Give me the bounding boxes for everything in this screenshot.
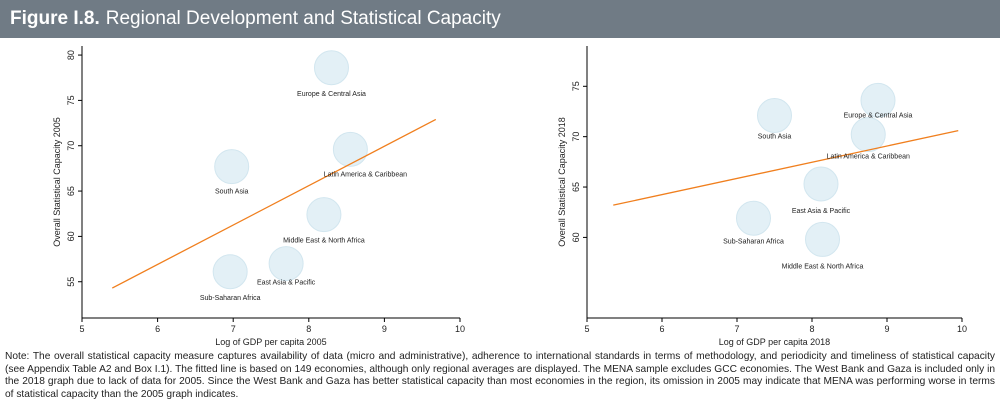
x-tick-label: 10 <box>455 324 465 334</box>
x-tick-label: 10 <box>957 324 967 334</box>
y-tick-label: 70 <box>66 141 76 151</box>
data-point <box>332 131 368 167</box>
figure-note: Note: The overall statistical capacity m… <box>5 351 995 400</box>
x-tick-label: 8 <box>306 324 311 334</box>
fitted-line <box>111 118 437 289</box>
x-tick-label: 9 <box>382 324 387 334</box>
point-label: South Asia <box>215 189 249 196</box>
data-point <box>757 98 792 134</box>
point-label: Latin America & Caribbean <box>324 171 407 178</box>
data-point <box>212 254 248 290</box>
point-label: Latin America & Caribbean <box>827 154 910 161</box>
point-label: South Asia <box>758 134 792 141</box>
point-label: Europe & Central Asia <box>844 112 913 119</box>
point-label: Europe & Central Asia <box>297 91 366 98</box>
y-tick-label: 55 <box>66 277 76 287</box>
data-point <box>306 197 342 233</box>
y-axis-title: Overall Statistical Capacity 2005 <box>52 117 62 247</box>
x-tick-label: 7 <box>734 324 739 334</box>
y-tick-label: 70 <box>571 132 581 142</box>
chart-2018: 5 6 7 8 9 10 60 65 70 75 Log of GDP per capita 201… <box>557 46 967 347</box>
x-axis-title: Log of GDP per capita 2005 <box>215 337 326 347</box>
data-point <box>850 117 886 153</box>
y-tick-label: 60 <box>66 231 76 241</box>
x-tick-label: 6 <box>155 324 160 334</box>
y-tick-label: 75 <box>66 95 76 105</box>
point-label: Middle East & North Africa <box>283 238 365 245</box>
point-label: Sub-Saharan Africa <box>723 238 784 245</box>
x-tick-label: 5 <box>79 324 84 334</box>
y-tick-label: 60 <box>571 232 581 242</box>
y-tick-label: 80 <box>66 50 76 60</box>
chart-2005: 5 6 7 8 9 10 55 60 65 70 75 80 Log of GDP per capita… <box>52 46 465 347</box>
point-label: East Asia & Pacific <box>792 208 851 215</box>
figure-label: Figure I.8. <box>10 8 100 29</box>
data-point <box>736 200 771 236</box>
data-point <box>268 246 304 282</box>
point-label: Middle East & North Africa <box>782 263 864 270</box>
point-label: Sub-Saharan Africa <box>200 295 261 302</box>
x-tick-label: 6 <box>659 324 664 334</box>
fitted-line <box>613 129 959 206</box>
x-tick-label: 5 <box>584 324 589 334</box>
figure-title: Regional Development and Statistical Cap… <box>105 8 501 29</box>
y-tick-label: 65 <box>66 186 76 196</box>
y-tick-label: 65 <box>571 182 581 192</box>
data-point <box>803 166 839 202</box>
figure-header: Figure I.8. Regional Development and Sta… <box>0 0 1000 38</box>
data-point <box>805 221 840 257</box>
y-tick-label: 75 <box>571 81 581 91</box>
data-point <box>214 149 250 185</box>
x-tick-label: 8 <box>809 324 814 334</box>
y-axis-title: Overall Statistical Capacity 2018 <box>557 117 567 247</box>
data-point <box>860 82 896 118</box>
point-label: East Asia & Pacific <box>257 280 316 287</box>
x-axis-title: Log of GDP per capita 2018 <box>719 337 830 347</box>
x-tick-label: 7 <box>231 324 236 334</box>
x-tick-label: 9 <box>884 324 889 334</box>
data-point <box>313 50 349 86</box>
